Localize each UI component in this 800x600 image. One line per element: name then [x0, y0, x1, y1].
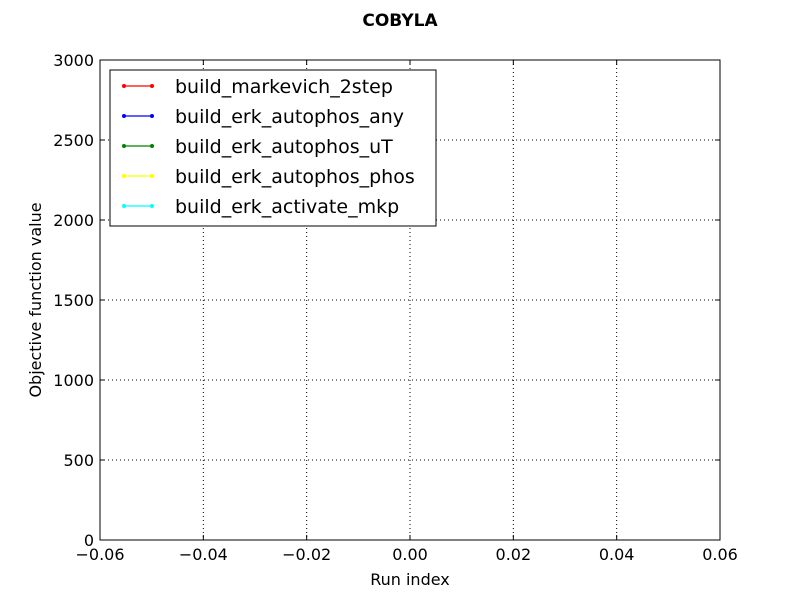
- legend-marker: [122, 114, 126, 118]
- legend-marker: [150, 174, 154, 178]
- x-tick-label: 0.00: [392, 545, 428, 564]
- legend-label: build_erk_autophos_any: [175, 106, 404, 128]
- y-tick-label: 2000: [53, 211, 94, 230]
- legend-label: build_erk_autophos_uT: [175, 136, 393, 158]
- x-tick-label: 0.06: [702, 545, 738, 564]
- y-tick-labels: 0 500 1000 1500 2000 2500 3000: [53, 51, 94, 550]
- legend-entry: build_erk_autophos_phos: [122, 166, 415, 188]
- legend-entry: build_erk_activate_mkp: [122, 196, 399, 218]
- legend-label: build_markevich_2step: [175, 76, 393, 98]
- y-axis-label: Objective function value: [26, 202, 45, 397]
- y-tick-label: 1500: [53, 291, 94, 310]
- y-tick-label: 1000: [53, 371, 94, 390]
- legend-marker: [122, 204, 126, 208]
- legend-marker: [122, 174, 126, 178]
- legend-entries: build_markevich_2step build_erk_autophos_…: [122, 76, 415, 218]
- legend-frame: [109, 69, 437, 227]
- y-tick-label: 2500: [53, 131, 94, 150]
- legend-marker: [122, 84, 126, 88]
- x-tick-label: −0.04: [179, 545, 228, 564]
- x-tick-label: −0.02: [282, 545, 331, 564]
- y-tick-label: 0: [84, 531, 94, 550]
- legend-entry: build_erk_autophos_any: [122, 106, 404, 128]
- legend-marker: [150, 84, 154, 88]
- plot-area-frame: [99, 59, 721, 541]
- y-tick-label: 500: [63, 451, 94, 470]
- x-tick-labels: −0.06 −0.04 −0.02 0.00 0.02 0.04 0.06: [75, 545, 737, 564]
- legend-marker: [150, 144, 154, 148]
- legend-entry: build_markevich_2step: [122, 76, 393, 98]
- legend-label: build_erk_activate_mkp: [175, 196, 399, 218]
- legend-label: build_erk_autophos_phos: [175, 166, 415, 188]
- legend-marker: [150, 204, 154, 208]
- y-tick-label: 3000: [53, 51, 94, 70]
- x-tick-label: 0.04: [599, 545, 635, 564]
- legend: build_markevich_2step build_erk_autophos_…: [109, 69, 437, 227]
- legend-marker: [150, 114, 154, 118]
- chart-title: COBYLA: [362, 11, 438, 31]
- x-axis-label: Run index: [370, 570, 450, 589]
- legend-entry: build_erk_autophos_uT: [122, 136, 393, 158]
- legend-marker: [122, 144, 126, 148]
- x-tick-label: 0.02: [496, 545, 532, 564]
- x-tick-label: −0.06: [75, 545, 124, 564]
